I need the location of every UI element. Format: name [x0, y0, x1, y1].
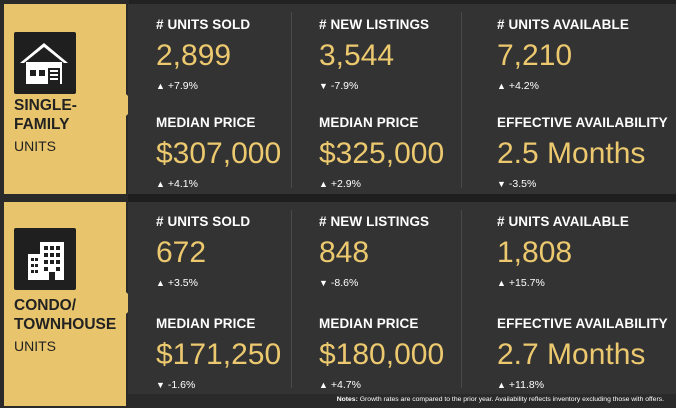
house-icon — [14, 32, 76, 94]
change-value: +3.5% — [167, 277, 198, 289]
metric-change: ▲ +4.7% — [319, 379, 444, 391]
metric-change: ▲ +11.8% — [497, 379, 668, 391]
metric-value: 2.7 Months — [497, 338, 646, 371]
change-value: -3.5% — [508, 178, 537, 190]
metric-change: ▼ -3.5% — [497, 178, 668, 190]
building-icon — [14, 228, 76, 290]
change-arrow-icon: ▲ — [497, 278, 506, 288]
metric-value: 1,808 — [497, 236, 573, 269]
footnote-prefix: Notes: — [336, 396, 358, 403]
column-divider — [461, 210, 462, 388]
single-family-sidebar: SINGLE- FAMILY UNITS — [4, 4, 126, 194]
metric-label: # UNITS AVAILABLE — [497, 214, 629, 229]
column-divider — [291, 12, 292, 188]
change-arrow-icon: ▼ — [319, 278, 328, 288]
change-arrow-icon: ▲ — [156, 179, 165, 189]
change-value: +2.9% — [330, 178, 361, 190]
change-arrow-icon: ▲ — [497, 81, 506, 91]
metric-change: ▼ -8.6% — [319, 277, 429, 289]
change-arrow-icon: ▼ — [156, 380, 165, 390]
metric-value: $307,000 — [156, 137, 282, 170]
change-value: +15.7% — [508, 277, 545, 289]
metric-value: $171,250 — [156, 338, 282, 371]
metric-change: ▲ +3.5% — [156, 277, 250, 289]
section-divider — [0, 194, 128, 202]
single-family-panel — [128, 4, 676, 194]
metric-change: ▲ +2.9% — [319, 178, 444, 190]
change-arrow-icon: ▲ — [156, 81, 165, 91]
metric-value: 672 — [156, 236, 207, 269]
change-arrow-icon: ▲ — [156, 278, 165, 288]
metric-value: 848 — [319, 236, 370, 269]
condo-townhouse-sidebar: CONDO/ TOWNHOUSE UNITS — [4, 202, 126, 406]
change-value: +4.2% — [508, 80, 539, 92]
metric-value: 2.5 Months — [497, 137, 646, 170]
metric-value: $180,000 — [319, 338, 445, 371]
metric-label: MEDIAN PRICE — [319, 115, 419, 130]
change-arrow-icon: ▲ — [319, 380, 328, 390]
section-title-line2: TOWNHOUSE — [14, 316, 117, 333]
change-value: -1.6% — [167, 379, 196, 391]
metric-change: ▲ +4.2% — [497, 80, 629, 92]
metric-label: MEDIAN PRICE — [156, 115, 256, 130]
metric-median-price: MEDIAN PRICE $180,000 ▲ +4.7% — [319, 316, 444, 391]
metric-label: # NEW LISTINGS — [319, 17, 430, 32]
metric-label: MEDIAN PRICE — [319, 316, 419, 331]
change-value: +11.8% — [508, 379, 545, 391]
metric-effective-availability: EFFECTIVE AVAILABILITY 2.7 Months ▲ +11.8… — [497, 316, 668, 391]
change-value: +7.9% — [167, 80, 198, 92]
metric-value: $325,000 — [319, 137, 445, 170]
condo-panel — [128, 202, 676, 394]
metric-change: ▼ -1.6% — [156, 379, 281, 391]
section-title-line1: CONDO/ — [14, 297, 76, 314]
metric-label: EFFECTIVE AVAILABILITY — [497, 115, 668, 130]
footnote-text: Growth rates are compared to the prior y… — [359, 396, 664, 403]
section-subtitle: UNITS — [14, 338, 56, 354]
metric-change: ▼ -7.9% — [319, 80, 429, 92]
change-arrow-icon: ▼ — [497, 179, 506, 189]
metric-units-sold: # UNITS SOLD 2,899 ▲ +7.9% — [156, 17, 250, 92]
page-edge — [676, 0, 678, 410]
section-title-line1: SINGLE- — [14, 97, 77, 114]
metric-label: EFFECTIVE AVAILABILITY — [497, 316, 668, 331]
change-value: -7.9% — [330, 80, 359, 92]
metric-units-available: # UNITS AVAILABLE 1,808 ▲ +15.7% — [497, 214, 629, 289]
section-subtitle: UNITS — [14, 138, 56, 154]
metric-new-listings: # NEW LISTINGS 3,544 ▼ -7.9% — [319, 17, 429, 92]
column-divider — [291, 210, 292, 388]
metric-units-available: # UNITS AVAILABLE 7,210 ▲ +4.2% — [497, 17, 629, 92]
metric-units-sold: # UNITS SOLD 672 ▲ +3.5% — [156, 214, 250, 289]
metric-change: ▲ +7.9% — [156, 80, 250, 92]
metric-median-price: MEDIAN PRICE $325,000 ▲ +2.9% — [319, 115, 444, 190]
metric-value: 2,899 — [156, 39, 232, 72]
section-title-line2: FAMILY — [14, 116, 70, 133]
metric-label: # UNITS SOLD — [156, 17, 251, 32]
change-value: -8.6% — [330, 277, 359, 289]
footnote: Notes: Growth rates are compared to the … — [337, 396, 664, 403]
change-value: +4.1% — [167, 178, 198, 190]
change-arrow-icon: ▲ — [319, 179, 328, 189]
metric-change: ▲ +4.1% — [156, 178, 281, 190]
column-divider — [461, 12, 462, 188]
metric-value: 3,544 — [319, 39, 395, 72]
metric-effective-availability: EFFECTIVE AVAILABILITY 2.5 Months ▼ -3.5% — [497, 115, 668, 190]
metric-median-price: MEDIAN PRICE $307,000 ▲ +4.1% — [156, 115, 281, 190]
change-value: +4.7% — [330, 379, 361, 391]
metric-median-price: MEDIAN PRICE $171,250 ▼ -1.6% — [156, 316, 281, 391]
change-arrow-icon: ▼ — [319, 81, 328, 91]
metric-value: 7,210 — [497, 39, 573, 72]
top-border — [129, 0, 677, 4]
metric-label: MEDIAN PRICE — [156, 316, 256, 331]
metric-change: ▲ +15.7% — [497, 277, 629, 289]
metric-new-listings: # NEW LISTINGS 848 ▼ -8.6% — [319, 214, 429, 289]
change-arrow-icon: ▲ — [497, 380, 506, 390]
panel-divider — [128, 194, 676, 202]
metric-label: # NEW LISTINGS — [319, 214, 430, 229]
metric-label: # UNITS SOLD — [156, 214, 251, 229]
metric-label: # UNITS AVAILABLE — [497, 17, 629, 32]
